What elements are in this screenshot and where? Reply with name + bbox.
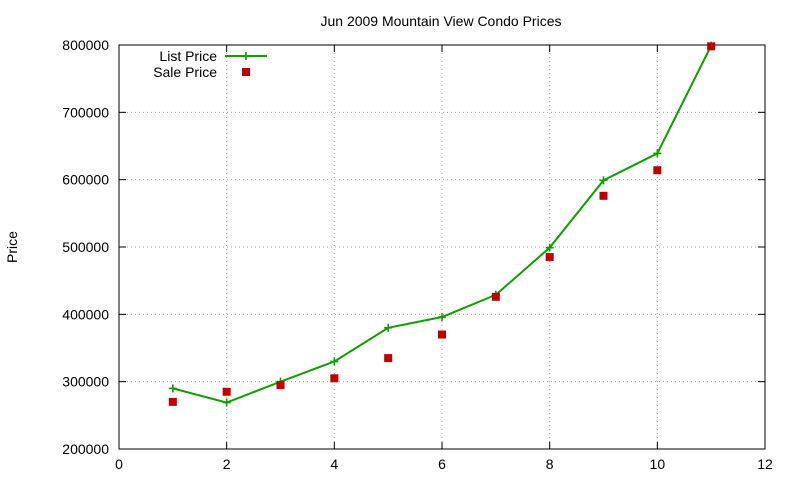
chart-title: Jun 2009 Mountain View Condo Prices [320,13,561,29]
x-tick-label: 2 [223,456,231,472]
plus-marker [242,52,250,60]
x-tick-label: 6 [438,456,446,472]
square-marker [491,292,500,301]
square-marker [545,253,554,262]
legend-item: Sale Price [153,64,250,80]
ticks-layer: 0 2 4 6 8 10 12 200000 300000 400000 500000 600000 7… [62,37,773,472]
series-layer [168,41,716,407]
square-marker [384,354,393,363]
y-tick-label: 400000 [62,306,109,322]
y-tick-label: 200000 [62,441,109,457]
legend-label: Sale Price [153,64,217,80]
legend-item: List Price [159,48,267,64]
square-marker [653,166,662,175]
x-tick-label: 0 [115,456,123,472]
plus-marker [222,398,231,407]
plus-marker [384,323,393,332]
plus-marker [653,149,662,158]
plus-marker [330,357,339,366]
square-marker [599,191,608,200]
y-tick-label: 300000 [62,374,109,390]
square-marker [242,68,250,76]
square-marker [707,42,716,51]
y-tick-label: 600000 [62,172,109,188]
series-list-price [168,41,716,407]
x-tick-label: 10 [650,456,666,472]
series-sale-price [168,42,716,406]
plus-marker [599,176,608,185]
y-tick-label: 500000 [62,239,109,255]
square-marker [330,374,339,383]
x-tick-label: 8 [546,456,554,472]
plus-marker [545,243,554,252]
y-axis-label: Price [4,231,20,263]
square-marker [276,381,285,390]
square-marker [222,387,231,396]
grid-layer [119,45,765,449]
legend-label: List Price [159,48,217,64]
y-tick-label: 800000 [62,37,109,53]
x-tick-label: 4 [330,456,338,472]
plus-marker [438,313,446,322]
plus-marker [168,384,177,393]
square-marker [438,330,446,339]
square-marker [168,397,177,406]
x-tick-label: 12 [757,456,773,472]
y-tick-label: 700000 [62,104,109,120]
